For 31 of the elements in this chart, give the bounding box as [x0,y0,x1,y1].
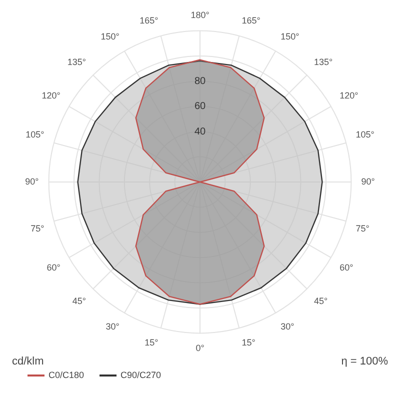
spoke-label: 60° [46,262,61,272]
y-tick-label: 60 [194,101,206,112]
spoke-label: 150° [280,31,300,42]
spoke-label: 0° [196,343,205,354]
text: η = 100% [341,356,388,368]
spoke-label: 90° [25,176,40,186]
spoke-label: 75° [356,224,370,234]
spoke-label: 105° [356,129,375,140]
spoke-label: 120° [340,90,359,100]
y-tick-label: 40 [194,126,206,138]
spoke-label: 120° [42,90,61,100]
spoke-label: 135° [314,57,333,68]
spoke-label: 135° [67,57,86,68]
spoke-label: 30° [280,321,295,332]
spoke-label: 15° [144,338,159,348]
spoke-label: 105° [26,129,45,140]
legend-label: C90/C270 [120,370,162,380]
spoke-label: 90° [361,176,376,186]
y-tick-label: 80 [194,76,206,87]
spoke-label: 165° [242,15,261,26]
spoke-label: 15° [242,338,256,348]
spoke-label: 45° [72,296,86,306]
spoke-label: 150° [100,31,120,42]
legend-label: C0/C180 [48,370,84,380]
text: cd/klm [12,356,44,368]
spoke-label: 45° [314,296,328,306]
spoke-label: 165° [140,15,159,26]
spoke-label: 30° [106,321,120,332]
spoke-label: 60° [340,262,354,272]
spoke-label: 75° [30,224,45,234]
spoke-label: 180° [190,10,210,20]
